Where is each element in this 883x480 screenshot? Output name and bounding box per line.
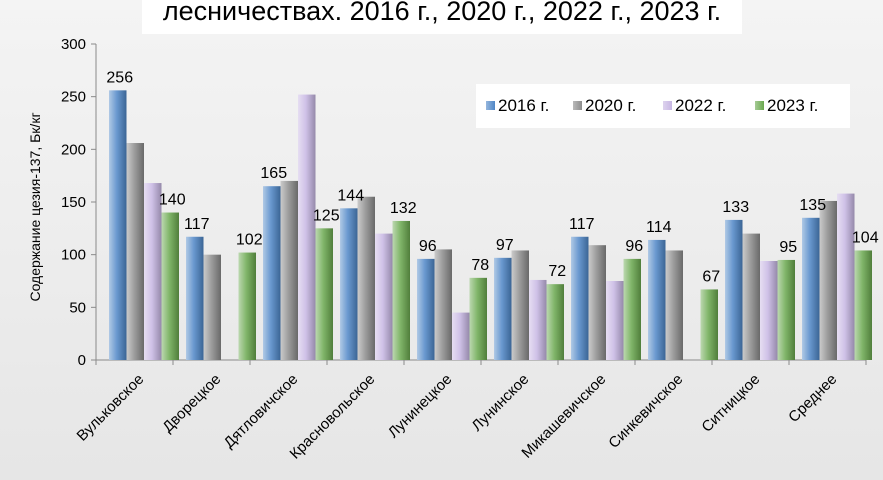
category-label: Дворецкое	[159, 371, 224, 436]
legend-swatch	[755, 101, 764, 110]
data-label: 102	[236, 232, 263, 249]
bar-2020г-9	[819, 200, 837, 360]
bar-2020г-4	[434, 249, 452, 360]
bar-2020г-3	[357, 196, 375, 360]
bar-2023г-6	[623, 258, 641, 360]
y-tick-label: 0	[78, 352, 86, 369]
data-label: 96	[625, 238, 643, 255]
bar-2022г-0	[144, 183, 162, 360]
y-tick-label: 100	[61, 247, 86, 264]
legend-item: 2016 г.	[486, 96, 549, 116]
bar-2023г-3	[392, 220, 410, 360]
category-label: Вульковское	[74, 371, 148, 445]
bar-2023г-4	[469, 277, 487, 360]
y-tick-label: 50	[69, 299, 86, 316]
category-label: Дятловичское	[221, 371, 302, 452]
bar-2022г-2	[298, 94, 316, 360]
data-label: 165	[260, 165, 287, 182]
bar-2020г-6	[588, 245, 606, 360]
data-label: 72	[548, 263, 566, 280]
bar-2016г-3	[340, 208, 358, 360]
bar-2016г-1	[186, 236, 204, 360]
y-tick-label: 200	[61, 141, 86, 158]
category-label: Среднее	[785, 371, 840, 426]
bar-2020г-5	[511, 250, 529, 360]
data-label: 117	[184, 216, 210, 233]
bar-2020г-0	[126, 143, 144, 360]
bar-2023г-8	[777, 259, 795, 360]
legend-item: 2020 г.	[573, 96, 636, 116]
legend-swatch	[663, 101, 672, 110]
bar-2016г-6	[571, 236, 589, 360]
data-label: 135	[799, 197, 826, 214]
y-tick-label: 250	[61, 89, 86, 106]
legend-swatch	[573, 101, 582, 110]
data-label: 125	[313, 207, 340, 224]
bar-2023г-5	[546, 284, 564, 360]
legend-item: 2023 г.	[755, 96, 818, 116]
data-label: 104	[852, 229, 879, 246]
bar-2022г-5	[529, 279, 547, 360]
data-label: 97	[496, 237, 514, 254]
bar-2020г-2	[280, 180, 298, 360]
chart-title: лесничествах. 2016 г., 2020 г., 2022 г.,…	[162, 0, 722, 26]
category-label: Красновольское	[287, 371, 379, 463]
data-label: 114	[646, 219, 672, 236]
legend-label: 2023 г.	[767, 96, 819, 115]
bar-2022г-3	[375, 233, 393, 360]
bar-2016г-7	[648, 239, 666, 360]
bar-2023г-9	[854, 250, 872, 360]
legend-item: 2022 г.	[663, 96, 726, 116]
title-box: лесничествах. 2016 г., 2020 г., 2022 г.,…	[142, 0, 742, 34]
bar-2023г-2	[315, 228, 333, 360]
category-label: Лунинецкое	[385, 371, 456, 442]
data-label: 96	[419, 238, 437, 255]
y-axis-label: Содержание цезия-137, Бк/кг	[27, 112, 43, 301]
category-label: Лунинское	[468, 371, 532, 435]
bar-2022г-9	[837, 193, 855, 360]
bar-2022г-4	[452, 312, 470, 360]
bar-2016г-4	[417, 258, 435, 360]
category-label: Микашевичское	[518, 371, 609, 462]
legend-label: 2022 г.	[675, 96, 727, 115]
data-label: 256	[106, 69, 133, 86]
bar-2020г-1	[203, 254, 221, 360]
bar-2023г-0	[161, 212, 179, 360]
data-label: 133	[722, 199, 749, 216]
data-label: 132	[390, 200, 417, 217]
legend: 2016 г. 2020 г. 2022 г. 2023 г.	[476, 84, 850, 128]
bar-2022г-6	[606, 281, 624, 360]
y-tick-label: 150	[61, 194, 86, 211]
bar-2016г-8	[725, 219, 743, 360]
category-label: Ситницкое	[698, 371, 763, 436]
legend-label: 2016 г.	[498, 96, 550, 115]
bar-2016г-9	[802, 217, 820, 360]
bar-2016г-2	[263, 186, 281, 360]
legend-label: 2020 г.	[585, 96, 637, 115]
bar-2016г-0	[109, 90, 127, 360]
y-tick-label: 300	[61, 36, 86, 53]
data-label: 67	[702, 268, 720, 285]
bar-2016г-5	[494, 257, 512, 360]
bar-2020г-8	[742, 233, 760, 360]
bar-2023г-1	[238, 252, 256, 360]
category-label: Синкевичское	[605, 371, 686, 452]
bar-2022г-8	[760, 260, 778, 360]
data-label: 144	[337, 187, 364, 204]
bar-2023г-7	[700, 289, 718, 360]
data-label: 140	[159, 192, 186, 209]
legend-swatch	[486, 101, 495, 110]
data-label: 117	[569, 216, 595, 233]
bar-2020г-7	[665, 250, 683, 360]
data-label: 95	[779, 239, 797, 256]
data-label: 78	[471, 257, 489, 274]
